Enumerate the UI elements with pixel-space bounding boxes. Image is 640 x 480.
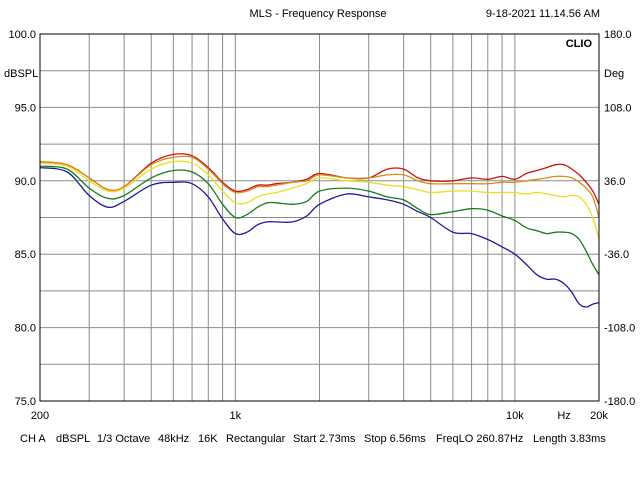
grid — [40, 34, 599, 401]
y-tick-right: 180.0 — [604, 29, 632, 41]
footer-channel: CH A — [20, 433, 46, 445]
y-tick-right: -108.0 — [604, 323, 635, 335]
footer-sample-rate: 48kHz — [158, 433, 189, 445]
x-tick: 200 — [31, 410, 49, 422]
footer-info: CH A dBSPL 1/3 Octave 48kHz 16K Rectangu… — [20, 433, 606, 445]
y-axis-label-left: dBSPL — [4, 68, 38, 80]
y-tick-right: 36.0 — [604, 176, 625, 188]
footer-length: Length 3.83ms — [533, 433, 606, 445]
y-tick-right: -36.0 — [604, 249, 629, 261]
footer-start: Start 2.73ms — [293, 433, 356, 445]
tick-labels: 75.0 80.0 85.0 90.0 95.0 100.0 -180.0 -108.0 -36… — [8, 29, 635, 422]
series-line-green — [39, 165, 600, 276]
series-line-blue — [39, 166, 600, 308]
series-line-yellow — [39, 160, 600, 240]
y-tick-left: 90.0 — [15, 176, 36, 188]
footer-stop: Stop 6.56ms — [364, 433, 426, 445]
y-tick-left: 100.0 — [8, 29, 36, 41]
x-tick: 1k — [230, 410, 242, 422]
x-tick: Hz — [557, 410, 570, 422]
y-tick-right: -180.0 — [604, 396, 635, 408]
chart-title: MLS - Frequency Response — [250, 8, 387, 20]
y-tick-left: 85.0 — [15, 249, 36, 261]
y-tick-right: 108.0 — [604, 102, 632, 114]
y-tick-left: 75.0 — [15, 396, 36, 408]
y-tick-left: 95.0 — [15, 102, 36, 114]
x-tick: 10k — [506, 410, 524, 422]
clio-brand-label: CLIO — [566, 38, 593, 50]
footer-freqlo: FreqLO 260.87Hz — [436, 433, 523, 445]
plot-frame — [39, 33, 600, 402]
footer-window: Rectangular — [226, 433, 286, 445]
footer-smoothing: 1/3 Octave — [97, 433, 150, 445]
x-tick: 20k — [590, 410, 608, 422]
timestamp: 9-18-2021 11.14.56 AM — [486, 8, 600, 20]
series-group — [39, 153, 600, 308]
series-line-orange — [39, 155, 600, 218]
footer-size: 16K — [198, 433, 218, 445]
footer-unit: dBSPL — [56, 433, 90, 445]
y-axis-label-right: Deg — [604, 68, 624, 80]
y-tick-left: 80.0 — [15, 323, 36, 335]
